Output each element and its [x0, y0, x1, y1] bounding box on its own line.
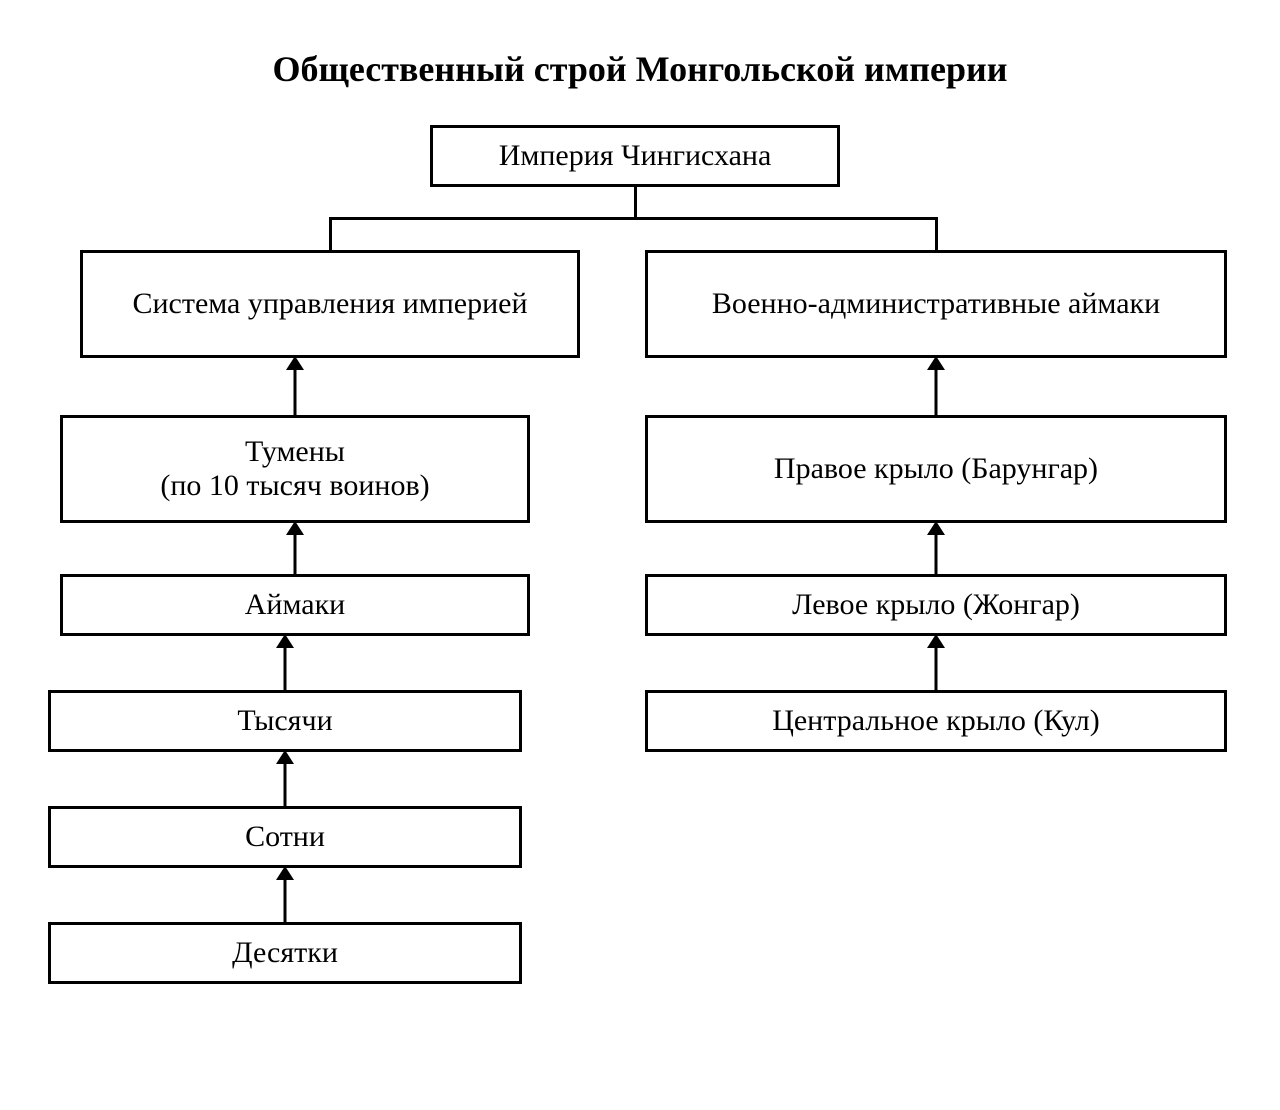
node-left2: Аймаки — [60, 574, 530, 636]
node-right2: Левое крыло (Жонгар) — [645, 574, 1227, 636]
arrow-icon — [281, 521, 309, 576]
node-right1: Правое крыло (Барунгар) — [645, 415, 1227, 523]
node-left5: Десятки — [48, 922, 522, 984]
arrow-icon — [271, 866, 299, 924]
node-left3: Тысячи — [48, 690, 522, 752]
node-left4: Сотни — [48, 806, 522, 868]
connector-line — [329, 219, 332, 251]
diagram-title: Общественный строй Монгольской империи — [0, 48, 1280, 90]
node-left1: Тумены(по 10 тысяч воинов) — [60, 415, 530, 523]
node-right0: Военно-административные аймаки — [645, 250, 1227, 358]
node-root: Империя Чингисхана — [430, 125, 840, 187]
arrow-icon — [922, 356, 950, 417]
arrow-icon — [271, 750, 299, 808]
connector-line — [935, 219, 938, 251]
arrow-icon — [281, 356, 309, 417]
node-left0: Система управления империей — [80, 250, 580, 358]
arrow-icon — [922, 634, 950, 692]
node-right3: Центральное крыло (Кул) — [645, 690, 1227, 752]
arrow-icon — [922, 521, 950, 576]
arrow-icon — [271, 634, 299, 692]
connector-line — [329, 217, 938, 220]
connector-line — [634, 187, 637, 219]
